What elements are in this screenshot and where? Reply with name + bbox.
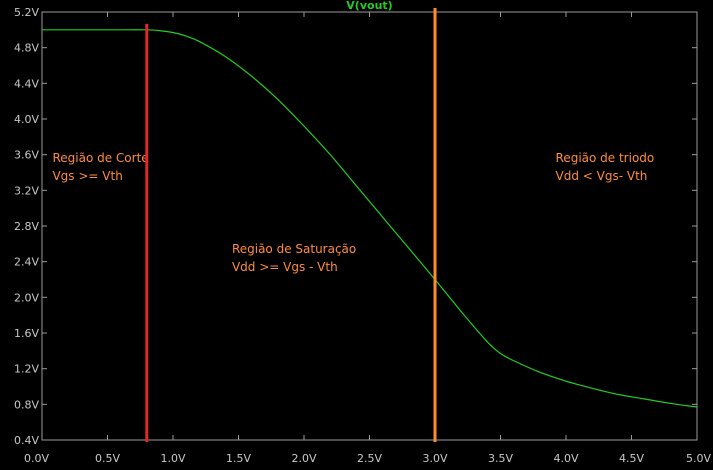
y-tick-label: 0.8V [14,398,39,411]
region-saturation-line: Região de Saturação [232,242,356,256]
x-tick-label: 2.0V [291,452,316,465]
y-tick-label: 4.0V [14,113,39,126]
y-tick-label: 3.6V [14,149,39,162]
x-tick-label: 4.5V [619,452,644,465]
region-cutoff-line: Região de Corte [52,151,148,165]
x-tick-label: 1.0V [160,452,185,465]
x-tick-label: 1.5V [226,452,251,465]
y-tick-label: 4.4V [14,77,39,90]
region-triode: Região de triodo Vdd < Vgs- Vth [556,151,655,183]
y-tick-label: 2.8V [14,220,39,233]
region-triode-line: Região de triodo [556,151,655,165]
y-tick-label: 2.4V [14,256,39,269]
y-tick-label: 1.2V [14,363,39,376]
axes: 5.2V 4.8V 4.4V 4.0V 3.6V 3.2V 2.8V 2.4V 2.0V 1.6V… [14,6,711,465]
region-triode-line: Vdd < Vgs- Vth [556,169,648,183]
annotations: Região de Corte Vgs >= Vth Região de Satur… [52,151,654,274]
x-tick-label: 2.5V [357,452,382,465]
region-cutoff-line: Vgs >= Vth [52,169,122,183]
y-tick-label: 2.0V [14,291,39,304]
y-tick-label: 4.8V [14,42,39,55]
series-layer [42,29,698,408]
y-tick-label: 1.6V [14,327,39,340]
chart-title: V(vout) [346,0,392,12]
x-tick-label: 0.5V [95,452,120,465]
x-tick-label: 0.0V [24,452,49,465]
region-saturation-line: Vdd >= Vgs - Vth [232,260,338,274]
region-saturation: Região de Saturação Vdd >= Vgs - Vth [232,242,356,274]
x-tick-label: 3.0V [422,452,447,465]
region-cutoff: Região de Corte Vgs >= Vth [52,151,148,183]
x-tick-label: 3.5V [488,452,513,465]
x-tick-label: 4.0V [553,452,578,465]
series-line-vout [42,29,698,408]
y-tick-label: 0.4V [14,434,39,447]
x-tick-label: 5.0V [686,452,711,465]
y-tick-label: 3.2V [14,184,39,197]
markers-layer [145,8,437,442]
y-tick-label: 5.2V [14,6,39,19]
